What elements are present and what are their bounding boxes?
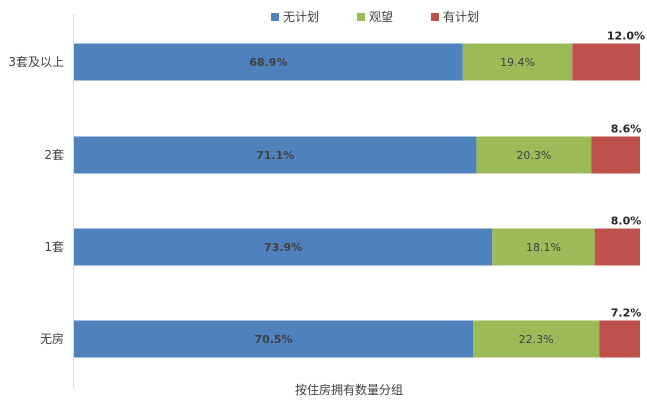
data-label-无计划: 71.1% (256, 149, 294, 162)
bar-观望 (492, 228, 595, 266)
category-label: 无房 (40, 331, 64, 346)
bar-观望 (476, 136, 592, 174)
legend-label-观望: 观望 (369, 10, 393, 24)
bar-无计划 (74, 228, 493, 266)
data-label-有计划: 8.6% (611, 123, 642, 136)
data-label-观望: 18.1% (526, 241, 561, 254)
category-label: 3套及以上 (8, 55, 64, 69)
bar-无计划 (74, 43, 463, 81)
category-label: 1套 (44, 240, 64, 254)
data-label-观望: 19.4% (500, 56, 535, 69)
bar-有计划 (594, 228, 640, 266)
bars-group: 68.9% 19.4% 12.0% 71.1% 20.3% 8.6% 73.9% 18.1% 8… (74, 30, 645, 358)
bar-无计划 (74, 136, 477, 174)
legend-swatch-观望 (357, 13, 365, 21)
legend: 无计划 观望 有计划 (271, 10, 479, 24)
data-label-无计划: 70.5% (254, 333, 292, 346)
data-label-观望: 22.3% (519, 333, 554, 346)
bar-无计划 (74, 320, 474, 358)
data-label-无计划: 73.9% (264, 241, 302, 254)
data-label-有计划: 7.2% (611, 307, 642, 320)
category-label: 2套 (44, 148, 64, 162)
legend-swatch-无计划 (271, 13, 279, 21)
bar-有计划 (591, 136, 640, 174)
x-axis-title: 按住房拥有数量分组 (295, 382, 403, 397)
data-label-观望: 20.3% (516, 149, 551, 162)
data-label-有计划: 8.0% (611, 215, 642, 228)
data-label-无计划: 68.9% (249, 56, 287, 69)
bar-观望 (462, 43, 573, 81)
legend-label-无计划: 无计划 (283, 10, 319, 24)
legend-label-有计划: 有计划 (443, 10, 479, 24)
bar-观望 (473, 320, 600, 358)
data-label-有计划: 12.0% (607, 30, 645, 43)
bar-有计划 (572, 43, 640, 81)
legend-swatch-有计划 (431, 13, 439, 21)
bar-有计划 (599, 320, 640, 358)
